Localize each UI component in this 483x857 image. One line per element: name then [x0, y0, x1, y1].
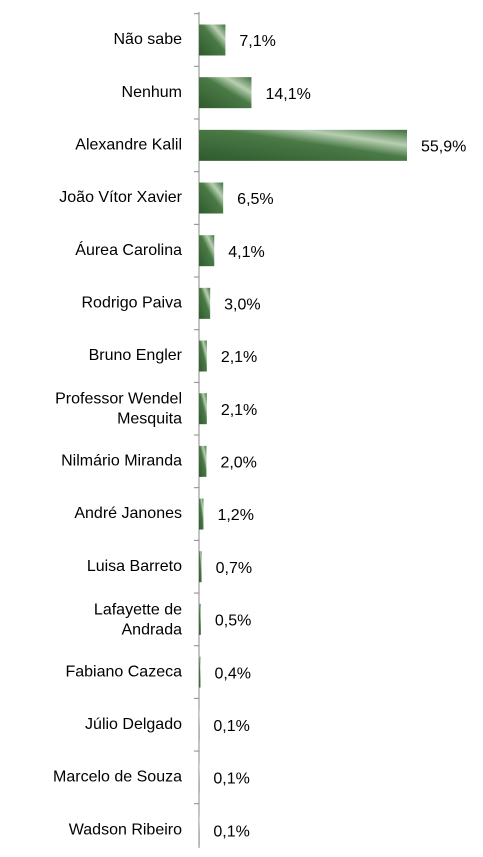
value-label: 7,1%	[239, 33, 275, 50]
bar	[199, 287, 211, 319]
bar	[199, 77, 252, 109]
bar	[199, 235, 215, 267]
category-label: Não sabe	[114, 31, 183, 48]
value-label: 2,1%	[221, 402, 257, 419]
value-label: 1,2%	[217, 507, 253, 524]
bar	[199, 551, 202, 583]
bar	[199, 24, 226, 56]
category-label: João Vítor Xavier	[59, 189, 182, 206]
bar	[199, 393, 207, 425]
category-label: Nenhum	[122, 84, 182, 101]
category-label: Wadson Ribeiro	[69, 821, 182, 838]
category-label: Bruno Engler	[89, 347, 183, 364]
bar	[199, 182, 224, 214]
bar	[199, 603, 201, 635]
category-label: Professor Wendel Mesquita	[55, 391, 182, 428]
category-label-line: Mesquita	[117, 411, 182, 428]
value-label: 0,7%	[216, 560, 252, 577]
category-label: Lafayette de Andrada	[94, 602, 182, 639]
category-label-line: Professor Wendel	[55, 391, 182, 408]
category-label-line: Lafayette de	[94, 602, 182, 619]
value-label: 3,0%	[224, 297, 260, 314]
category-label: Alexandre Kalil	[75, 137, 182, 154]
category-label: Nilmário Miranda	[61, 453, 182, 470]
value-label: 4,1%	[228, 244, 264, 261]
value-label: 2,0%	[220, 455, 256, 472]
category-label: Fabiano Cazeca	[65, 663, 182, 680]
value-label: 55,9%	[421, 139, 466, 156]
category-label: André Janones	[74, 505, 182, 522]
bar	[199, 498, 204, 530]
value-label: 0,1%	[213, 771, 249, 788]
bar	[199, 445, 207, 477]
category-label: Rodrigo Paiva	[82, 295, 183, 312]
bar	[199, 129, 407, 161]
value-label: 6,5%	[237, 191, 273, 208]
value-label: 14,1%	[265, 86, 310, 103]
category-label: Júlio Delgado	[85, 716, 182, 733]
value-label: 0,1%	[213, 823, 249, 840]
value-label: 0,5%	[215, 613, 251, 630]
value-label: 2,1%	[221, 349, 257, 366]
category-label: Marcelo de Souza	[53, 769, 182, 786]
value-label: 0,1%	[213, 718, 249, 735]
category-label: Áurea Carolina	[75, 240, 182, 259]
bar	[199, 340, 207, 372]
category-label-line: Andrada	[122, 622, 183, 639]
value-label: 0,4%	[214, 665, 250, 682]
bar	[199, 656, 201, 688]
category-label: Luisa Barreto	[87, 558, 182, 575]
